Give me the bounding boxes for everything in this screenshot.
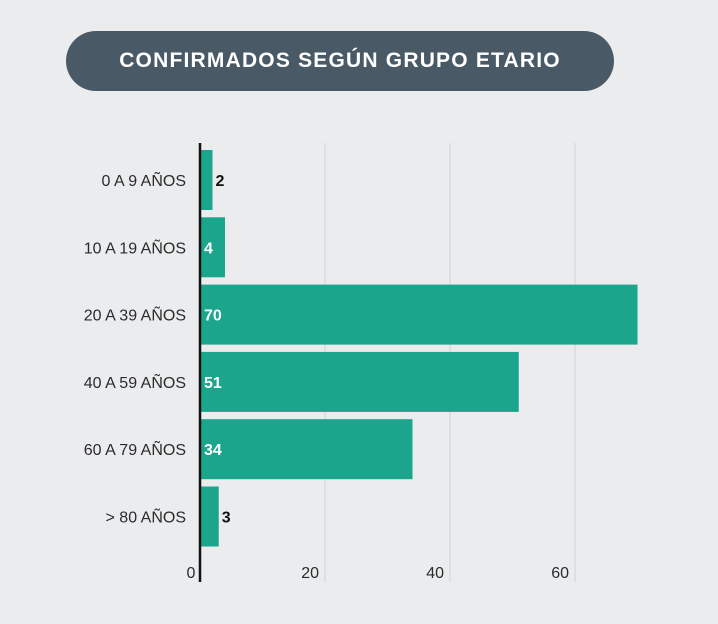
bar [200,419,413,480]
category-label: 40 A 59 AÑOS [84,372,186,392]
value-label: 3 [222,510,231,527]
category-label: 20 A 39 AÑOS [84,305,186,325]
value-label: 70 [204,308,222,325]
category-label: > 80 AÑOS [106,507,187,527]
labels: 0 20 40 60 0 A 9 AÑOS 2 10 A 19 AÑOS 4 20 A 39 A… [84,170,569,582]
x-tick-label: 20 [301,565,319,582]
bar [200,486,219,547]
bar [200,351,519,412]
value-label: 34 [204,442,222,459]
bars [200,150,638,547]
x-tick-label: 60 [551,565,569,582]
chart-title: CONFIRMADOS SEGÚN GRUPO ETARIO [66,31,614,91]
bar [200,217,225,278]
x-tick-label: 40 [426,565,444,582]
bar [200,150,213,210]
category-label: 10 A 19 AÑOS [84,237,186,257]
category-label: 0 A 9 AÑOS [102,170,187,190]
value-label: 51 [204,375,222,392]
bar [200,284,638,345]
value-label: 4 [204,240,213,257]
value-label: 2 [216,173,225,190]
category-label: 60 A 79 AÑOS [84,439,186,459]
x-tick-label: 0 [187,565,196,582]
